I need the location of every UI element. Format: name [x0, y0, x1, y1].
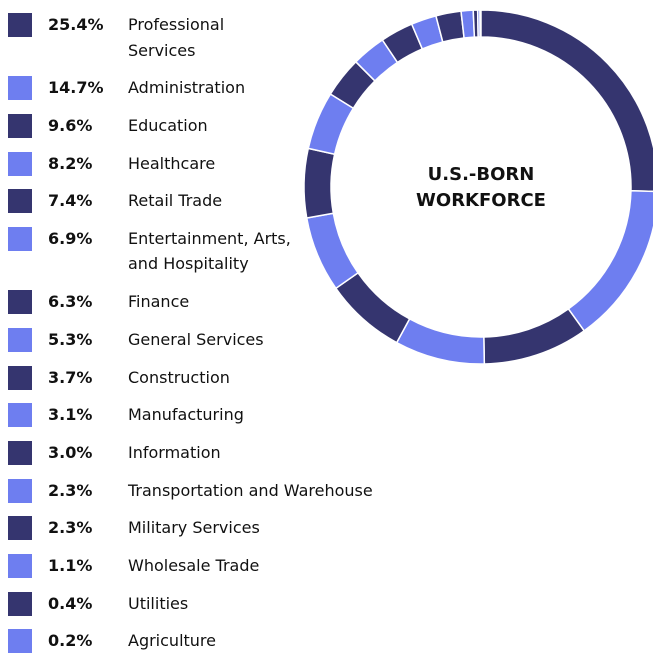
legend-swatch: [8, 591, 32, 616]
legend: 25.4% Professional Services 14.7% Administr…: [8, 12, 373, 666]
legend-item: 0.4% Utilities: [8, 591, 373, 617]
legend-label: Agriculture: [128, 631, 216, 651]
donut-segment: [567, 190, 653, 332]
donut-segment: [460, 9, 476, 39]
legend-item: 8.2% Healthcare: [8, 151, 373, 177]
legend-label: Administration: [128, 78, 246, 98]
legend-label: Healthcare: [128, 153, 216, 173]
legend-swatch: [8, 553, 32, 578]
legend-label: Education: [128, 115, 208, 135]
legend-value: 25.4%: [48, 15, 104, 34]
legend-value: 9.6%: [48, 115, 93, 135]
legend-swatch: [8, 76, 32, 101]
legend-label: Utilities: [128, 593, 189, 613]
legend-swatch: [8, 403, 32, 428]
legend-label: Wholesale Trade: [128, 555, 260, 575]
legend-label: Finance: [128, 292, 190, 312]
legend-label: Construction: [128, 367, 230, 387]
legend-swatch: [8, 290, 32, 315]
page: 25.4% Professional Services 14.7% Administr…: [8, 9, 653, 654]
legend-item: 25.4% Professional Services: [8, 12, 373, 63]
legend-item: 9.6% Education: [8, 113, 373, 139]
legend-swatch: [8, 226, 32, 251]
legend-item: 3.7% Construction: [8, 365, 373, 391]
legend-swatch: [8, 13, 32, 37]
legend-swatch: [8, 365, 32, 390]
legend-label: Professional Services: [128, 15, 225, 60]
legend-value: 14.7%: [48, 78, 104, 98]
legend-label: Entertainment, Arts, and Hospitality: [128, 228, 291, 274]
legend-label: Manufacturing: [128, 405, 244, 425]
legend-value: 3.7%: [48, 367, 93, 387]
legend-value: 6.3%: [48, 292, 93, 312]
legend-value: 3.1%: [48, 405, 93, 425]
legend-swatch: [8, 113, 32, 138]
legend-value: 6.9%: [48, 228, 93, 248]
legend-label: Transportation and Warehouse: [128, 480, 373, 500]
legend-value: 7.4%: [48, 191, 93, 211]
legend-swatch: [8, 629, 32, 654]
legend-swatch: [8, 327, 32, 352]
legend-value: 2.3%: [48, 518, 93, 538]
legend-item: 5.3% General Services: [8, 327, 373, 353]
legend-item: 2.3% Military Services: [8, 515, 373, 541]
legend-swatch: [8, 151, 32, 176]
legend-label: Military Services: [128, 518, 260, 538]
donut-segment: [480, 9, 653, 193]
donut-segment: [395, 317, 486, 365]
legend-item: 2.3% Transportation and Warehouse: [8, 478, 373, 504]
legend-item: 14.7% Administration: [8, 75, 373, 101]
legend-item: 6.9% Entertainment, Arts, and Hospitality: [8, 226, 373, 277]
legend-value: 1.1%: [48, 555, 93, 575]
legend-item: 3.1% Manufacturing: [8, 402, 373, 428]
legend-item: 7.4% Retail Trade: [8, 188, 373, 214]
legend-label: General Services: [128, 329, 264, 349]
legend-item: 3.0% Information: [8, 440, 373, 466]
legend-value: 0.4%: [48, 593, 93, 613]
legend-value: 3.0%: [48, 442, 93, 462]
legend-swatch: [8, 516, 32, 541]
legend-value: 8.2%: [48, 153, 93, 173]
legend-label: Information: [128, 442, 221, 462]
legend-swatch: [8, 440, 32, 465]
legend-item: 6.3% Finance: [8, 289, 373, 315]
chart-title: U.S.-BORN WORKFORCE: [416, 164, 546, 211]
legend-value: 2.3%: [48, 480, 93, 500]
legend-value: 0.2%: [48, 631, 93, 651]
legend-label: Retail Trade: [128, 191, 223, 211]
legend-swatch: [8, 189, 32, 214]
donut-segment: [476, 9, 481, 38]
legend-swatch: [8, 478, 32, 503]
donut-segment: [483, 307, 586, 365]
donut-chart: [303, 9, 653, 365]
legend-item: 1.1% Wholesale Trade: [8, 553, 373, 579]
legend-value: 5.3%: [48, 329, 93, 349]
legend-item: 0.2% Agriculture: [8, 628, 373, 654]
